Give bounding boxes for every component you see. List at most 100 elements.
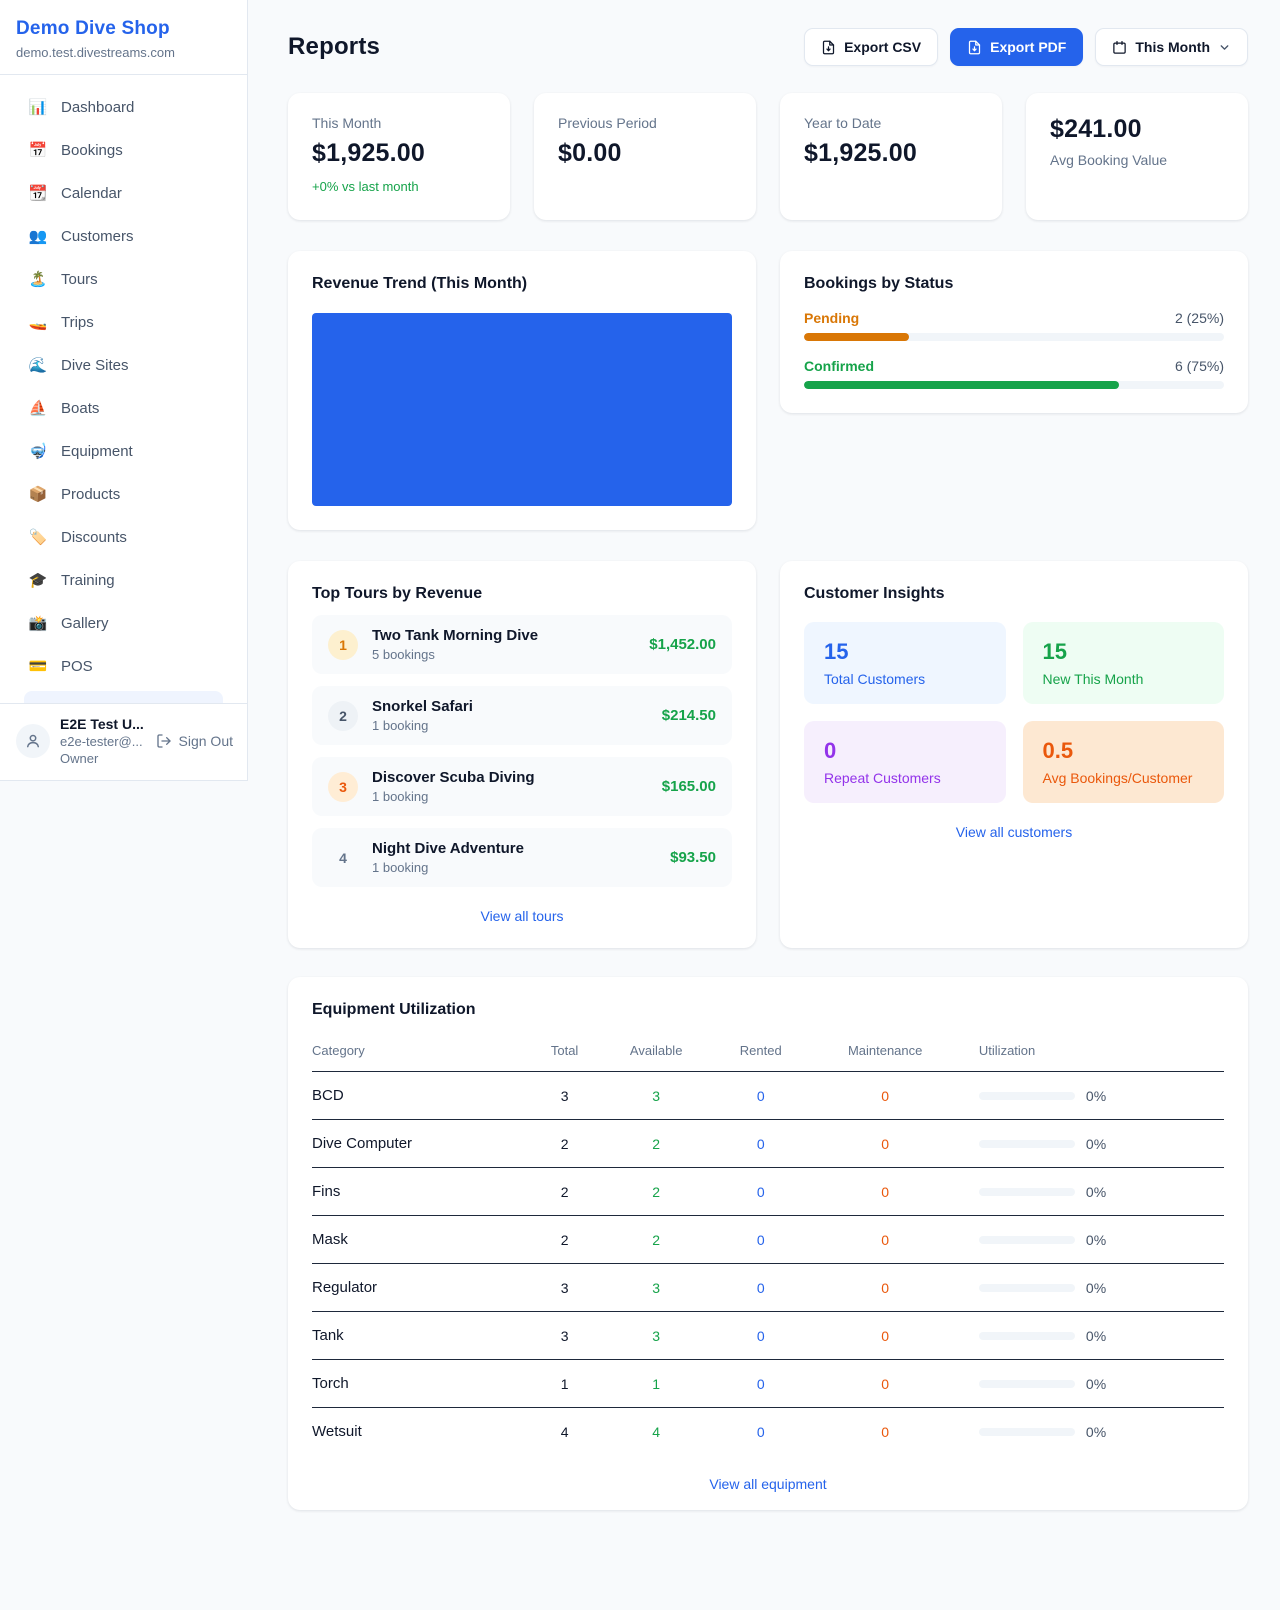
- export-csv-button[interactable]: Export CSV: [804, 28, 939, 66]
- utilization-bar: [978, 1331, 1075, 1340]
- stat-card-previous-period: Previous Period $0.00: [534, 93, 756, 220]
- rank-badge: 4: [339, 849, 347, 866]
- cell-total: 2: [522, 1167, 607, 1216]
- cell-rented: 0: [705, 1311, 816, 1360]
- tour-row[interactable]: 3 Discover Scuba Diving 1 booking $165.0…: [312, 757, 732, 816]
- sidebar-item-label: Calendar: [61, 184, 122, 202]
- table-row: Torch 1 1 0 0 0%: [312, 1359, 1224, 1408]
- utilization-bar: [978, 1379, 1075, 1388]
- sidebar-item-equipment[interactable]: 🤿 Equipment: [12, 433, 235, 469]
- cell-total: 3: [522, 1311, 607, 1360]
- cell-category: BCD: [312, 1071, 523, 1120]
- sidebar-item-training[interactable]: 🎓 Training: [12, 562, 235, 598]
- diving-mask-icon: 🤿: [28, 443, 48, 460]
- sidebar-item-bookings[interactable]: 📅 Bookings: [12, 132, 235, 168]
- sidebar-item-trips[interactable]: 🚤 Trips: [12, 304, 235, 340]
- sidebar-item-customers[interactable]: 👥 Customers: [12, 218, 235, 254]
- view-all-customers-link[interactable]: View all customers: [955, 824, 1073, 840]
- column-header-utilization: Utilization: [954, 1033, 1224, 1072]
- cell-available: 2: [606, 1215, 706, 1264]
- middle-row-1: Revenue Trend (This Month) Bookings by S…: [288, 251, 1248, 530]
- utilization-percent: 0%: [1085, 1279, 1107, 1296]
- header-actions: Export CSV Export PDF: [804, 28, 1248, 66]
- sidebar-item-label: Bookings: [61, 141, 123, 159]
- view-all-tours-link[interactable]: View all tours: [480, 908, 564, 924]
- column-header-rented: Rented: [705, 1033, 816, 1072]
- table-row: Tank 3 3 0 0 0%: [312, 1311, 1224, 1360]
- cell-category: Regulator: [312, 1263, 523, 1312]
- sidebar-item-discounts[interactable]: 🏷️ Discounts: [12, 519, 235, 555]
- file-download-icon: [967, 40, 982, 55]
- cell-maintenance: 0: [815, 1215, 955, 1264]
- people-icon: 👥: [28, 228, 48, 245]
- tile-value: 0: [824, 738, 837, 763]
- top-tours-card: Top Tours by Revenue 1 Two Tank Morning …: [288, 561, 756, 948]
- bar-chart-icon: 📊: [28, 99, 48, 116]
- cell-maintenance: 0: [815, 1167, 955, 1216]
- tour-row[interactable]: 4 Night Dive Adventure 1 booking $93.50: [312, 828, 732, 887]
- bookings-by-status-title: Bookings by Status: [804, 275, 954, 292]
- export-csv-label: Export CSV: [844, 39, 922, 55]
- sidebar-item-calendar[interactable]: 📆 Calendar: [12, 175, 235, 211]
- sidebar-item-dive-sites[interactable]: 🌊 Dive Sites: [12, 347, 235, 383]
- period-select[interactable]: This Month: [1095, 28, 1248, 66]
- tour-name: Snorkel Safari: [372, 698, 473, 715]
- camera-icon: 📸: [28, 615, 48, 632]
- cell-total: 2: [522, 1215, 607, 1264]
- main-content: Reports Export CSV E: [248, 0, 1280, 1554]
- cell-rented: 0: [705, 1263, 816, 1312]
- sidebar-item-dashboard[interactable]: 📊 Dashboard: [12, 89, 235, 125]
- cell-maintenance: 0: [815, 1311, 955, 1360]
- tile-value: 15: [824, 639, 849, 664]
- tour-row[interactable]: 1 Two Tank Morning Dive 5 bookings $1,45…: [312, 615, 732, 674]
- cell-rented: 0: [705, 1215, 816, 1264]
- customer-insights-card: Customer Insights 15 Total Customers 15 …: [780, 561, 1248, 948]
- stat-label: This Month: [312, 115, 382, 131]
- sidebar-item-label: Dive Sites: [61, 356, 129, 374]
- cell-rented: 0: [705, 1119, 816, 1168]
- sign-out-button[interactable]: Sign Out: [156, 733, 237, 749]
- sidebar-item-tours[interactable]: 🏝️ Tours: [12, 261, 235, 297]
- sidebar-item-label: Equipment: [61, 442, 133, 460]
- stat-cards: This Month $1,925.00 +0% vs last month P…: [288, 93, 1248, 220]
- sidebar-item-label: POS: [61, 657, 93, 675]
- stat-card-avg-booking-value: $241.00 Avg Booking Value: [1026, 93, 1248, 220]
- sidebar-item-boats[interactable]: ⛵ Boats: [12, 390, 235, 426]
- sidebar-item-label: Customers: [61, 227, 134, 245]
- export-pdf-button[interactable]: Export PDF: [950, 28, 1084, 66]
- sidebar-user-panel: E2E Test U... e2e-tester@... Owner Sign …: [0, 703, 247, 780]
- sidebar-item-products[interactable]: 📦 Products: [12, 476, 235, 512]
- status-label: Confirmed: [804, 358, 874, 374]
- export-pdf-label: Export PDF: [990, 39, 1067, 55]
- cell-total: 1: [522, 1359, 607, 1408]
- sidebar-item-pos[interactable]: 💳 POS: [12, 648, 235, 684]
- sidebar-item-reports-partial[interactable]: [24, 691, 223, 703]
- revenue-trend-title: Revenue Trend (This Month): [312, 275, 528, 292]
- utilization-percent: 0%: [1085, 1135, 1107, 1152]
- user-role: Owner: [60, 751, 99, 766]
- tour-row[interactable]: 2 Snorkel Safari 1 booking $214.50: [312, 686, 732, 745]
- middle-row-2: Top Tours by Revenue 1 Two Tank Morning …: [288, 561, 1248, 948]
- stat-value: $1,925.00: [804, 139, 918, 167]
- view-all-equipment-link[interactable]: View all equipment: [709, 1476, 827, 1492]
- speedboat-icon: 🚤: [28, 314, 48, 331]
- sidebar-item-gallery[interactable]: 📸 Gallery: [12, 605, 235, 641]
- tour-revenue: $93.50: [670, 849, 716, 866]
- cell-available: 3: [606, 1071, 706, 1120]
- cell-category: Fins: [312, 1167, 523, 1216]
- tour-bookings: 1 booking: [372, 860, 429, 875]
- cell-rented: 0: [705, 1359, 816, 1408]
- stat-value: $1,925.00: [312, 139, 426, 167]
- user-meta: E2E Test U... e2e-tester@... Owner: [60, 716, 144, 766]
- cell-available: 1: [606, 1359, 706, 1408]
- rank-badge: 3: [328, 771, 358, 802]
- tour-revenue: $165.00: [661, 778, 716, 795]
- cell-available: 3: [606, 1311, 706, 1360]
- stat-change: +0% vs last month: [312, 179, 419, 194]
- utilization-percent: 0%: [1085, 1423, 1107, 1440]
- cell-category: Dive Computer: [312, 1119, 523, 1168]
- cell-maintenance: 0: [815, 1071, 955, 1120]
- wave-icon: 🌊: [28, 357, 48, 374]
- sidebar-item-label: Training: [61, 571, 115, 589]
- utilization-bar: [978, 1187, 1075, 1196]
